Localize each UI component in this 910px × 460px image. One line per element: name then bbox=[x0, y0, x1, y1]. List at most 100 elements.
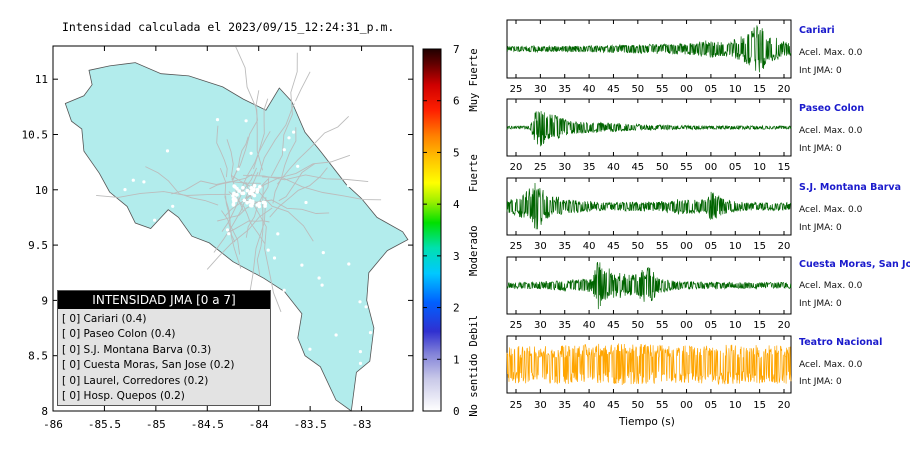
town-dot bbox=[320, 283, 324, 287]
waveform-tick-label: 30 bbox=[534, 84, 547, 95]
town-dot bbox=[334, 333, 338, 337]
accel-max-cuesta-moras: Acel. Max. 0.0 bbox=[799, 281, 863, 291]
city-dot bbox=[257, 204, 262, 209]
road bbox=[253, 98, 269, 170]
waveform-tick-label: 45 bbox=[607, 400, 620, 411]
accel-max-teatro-nacional: Acel. Max. 0.0 bbox=[799, 360, 863, 370]
station-name-paseo-colon: Paseo Colon bbox=[799, 103, 865, 114]
waveform-tick-label: 15 bbox=[778, 162, 791, 173]
town-dot bbox=[249, 151, 253, 155]
town-dot bbox=[296, 164, 300, 168]
waveform-tick-label: 30 bbox=[558, 162, 571, 173]
waveform-panel: 25 30 35 40 45 50 55 00 05 10 15 20 bbox=[506, 256, 792, 331]
town-dot bbox=[304, 200, 308, 205]
x-tick-label: -83.5 bbox=[294, 418, 327, 431]
city-dot bbox=[251, 188, 256, 193]
legend-title: INTENSIDAD JMA [0 a 7] bbox=[58, 291, 270, 309]
intensity-colorbar: 7 6 5 4 3 2 1 0 Muy Fuerte Fuerte Moderado Debil No … bbox=[422, 43, 480, 418]
town-dot bbox=[358, 350, 362, 354]
waveform-tick-label: 50 bbox=[631, 84, 644, 95]
colorbar-tick-label: 4 bbox=[453, 198, 460, 211]
waveform-panel: 20 25 30 35 40 45 50 55 00 05 10 15 bbox=[506, 98, 792, 173]
waveform-tick-label: 40 bbox=[583, 320, 596, 331]
road bbox=[213, 172, 259, 253]
road bbox=[230, 174, 314, 242]
x-tick-label: -85 bbox=[146, 418, 166, 431]
town-dot bbox=[215, 118, 220, 122]
waveform-trace bbox=[506, 182, 792, 230]
waveform-tick-label: 40 bbox=[583, 241, 596, 252]
legend-item: [ 0] Cariari (0.4) bbox=[62, 313, 147, 325]
town-dot bbox=[317, 276, 321, 280]
town-dot bbox=[195, 248, 199, 252]
city-dot bbox=[233, 185, 237, 189]
city-dot bbox=[232, 191, 236, 196]
city-dot bbox=[233, 197, 237, 201]
waveform-tick-label: 40 bbox=[583, 84, 596, 95]
town-dot bbox=[282, 148, 286, 152]
legend-item: [ 0] Laurel, Corredores (0.2) bbox=[62, 374, 209, 387]
city-dot bbox=[252, 183, 257, 188]
road bbox=[277, 115, 350, 185]
waveform-tick-label: 30 bbox=[534, 320, 547, 331]
accel-max-paseo-colon: Acel. Max. 0.0 bbox=[799, 126, 863, 136]
waveform-tick-label: 30 bbox=[534, 400, 547, 411]
waveform-trace bbox=[506, 111, 792, 147]
waveform-tick-label: 25 bbox=[534, 162, 547, 173]
waveform-tick-label: 55 bbox=[656, 400, 669, 411]
city-dot bbox=[248, 191, 252, 196]
waveform-tick-label: 45 bbox=[607, 320, 620, 331]
town-dot bbox=[118, 220, 122, 224]
town-dot bbox=[151, 269, 155, 273]
waveform-tick-label: 20 bbox=[510, 162, 523, 173]
waveform-tick-label: 40 bbox=[607, 162, 620, 173]
waveform-panel: 25 30 35 40 45 50 55 00 05 10 15 20 bbox=[506, 177, 792, 252]
waveform-tick-label: 00 bbox=[680, 241, 693, 252]
town-dot bbox=[354, 111, 358, 115]
int-jma-montana-barva: Int JMA: 0 bbox=[799, 223, 842, 233]
town-dot bbox=[171, 204, 175, 208]
town-dot bbox=[153, 218, 157, 222]
town-dot bbox=[276, 232, 280, 236]
int-jma-cuesta-moras: Int JMA: 0 bbox=[799, 299, 842, 309]
waveform-tick-label: 20 bbox=[778, 320, 791, 331]
waveform-tick-label: 15 bbox=[753, 241, 766, 252]
town-dot bbox=[350, 139, 354, 143]
city-dot bbox=[248, 199, 252, 204]
town-dot bbox=[364, 305, 368, 309]
road bbox=[145, 166, 219, 206]
town-dot bbox=[358, 361, 363, 365]
waveform-tick-label: 10 bbox=[729, 400, 742, 411]
road bbox=[270, 52, 298, 177]
town-dot bbox=[191, 257, 195, 261]
colorbar-tick-label: 3 bbox=[453, 250, 460, 263]
town-dot bbox=[355, 132, 359, 136]
int-jma-teatro-nacional: Int JMA: 0 bbox=[799, 377, 842, 387]
town-dot bbox=[247, 97, 251, 102]
waveform-tick-label: 20 bbox=[778, 400, 791, 411]
town-dot bbox=[294, 101, 298, 105]
road bbox=[206, 207, 273, 270]
station-name-teatro-nacional: Teatro Nacional bbox=[799, 337, 883, 348]
waveform-tick-label: 20 bbox=[778, 84, 791, 95]
waveform-tick-label: 55 bbox=[656, 241, 669, 252]
waveform-tick-label: 35 bbox=[558, 400, 571, 411]
waveform-tick-label: 05 bbox=[705, 400, 718, 411]
waveform-tick-label: 15 bbox=[753, 84, 766, 95]
colorbar-category-label: Fuerte bbox=[468, 154, 480, 192]
waveform-tick-label: 30 bbox=[534, 241, 547, 252]
town-dot bbox=[321, 251, 325, 255]
waveform-tick-label: 25 bbox=[510, 84, 523, 95]
waveform-tick-label: 10 bbox=[729, 241, 742, 252]
colorbar-tick-label: 0 bbox=[453, 405, 460, 418]
waveform-tick-label: 50 bbox=[631, 241, 644, 252]
town-dot bbox=[225, 228, 230, 232]
waveform-tick-label: 35 bbox=[558, 241, 571, 252]
map-frame bbox=[52, 45, 414, 412]
y-tick-label: 10.5 bbox=[22, 128, 49, 141]
waveform-panel: 25 30 35 40 45 50 55 00 05 10 15 20 bbox=[506, 335, 792, 411]
town-dot bbox=[346, 184, 351, 188]
road bbox=[241, 198, 330, 214]
waveform-tick-label: 10 bbox=[729, 320, 742, 331]
town-dot bbox=[235, 91, 240, 95]
